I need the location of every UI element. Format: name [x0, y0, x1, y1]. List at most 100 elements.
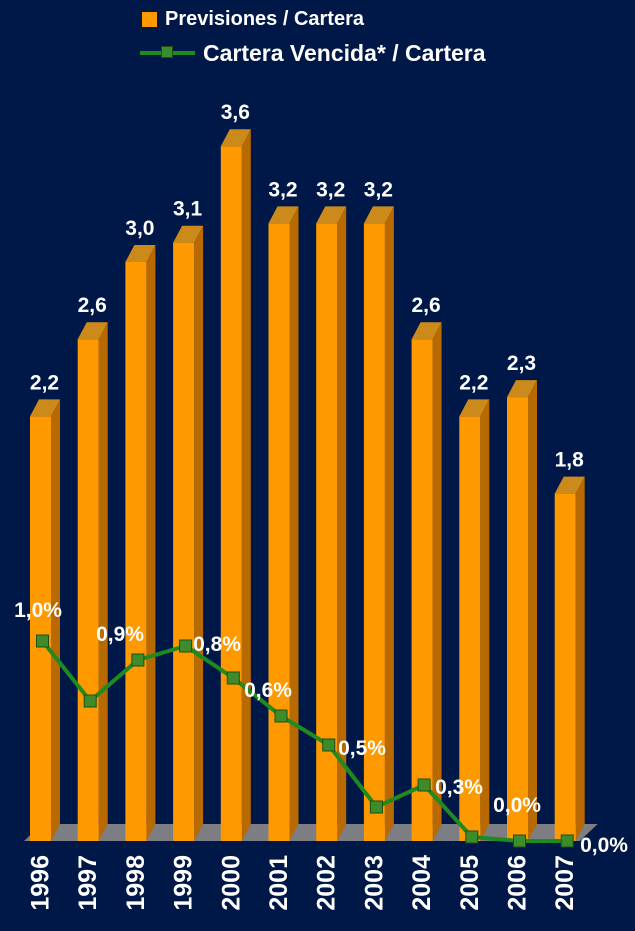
x-tick-label: 1999 — [170, 855, 198, 911]
bar — [316, 223, 338, 841]
line-point — [83, 694, 97, 708]
line-segment — [279, 714, 330, 747]
line-point — [179, 639, 193, 653]
legend-item-line: Cartera Vencida* / Cartera — [140, 38, 486, 68]
line-value-label: 0,0% — [493, 794, 541, 817]
bar-value-label: 2,2 — [459, 371, 488, 394]
bar-value-label: 2,2 — [30, 371, 59, 394]
bar-value-label: 3,0 — [125, 217, 154, 240]
bar — [30, 416, 51, 841]
bar-value-label: 3,2 — [268, 178, 297, 201]
line-segment — [375, 783, 425, 809]
legend-line-label: Cartera Vencida* / Cartera — [203, 39, 486, 66]
bar — [268, 223, 290, 841]
legend-line-swatch — [140, 45, 195, 61]
bar-top — [125, 245, 156, 262]
bar-top — [30, 399, 60, 417]
bar-value-label: 2,3 — [507, 352, 536, 375]
bar-value-label: 1,8 — [555, 449, 585, 472]
x-tick-label: 2001 — [265, 855, 293, 911]
bar-top — [268, 206, 299, 224]
legend-bar-label: Previsiones / Cartera — [165, 7, 364, 30]
line-segment — [327, 743, 378, 809]
line-point — [322, 738, 336, 752]
bar-side — [337, 206, 347, 841]
chart-floor — [24, 824, 598, 841]
bar-top — [316, 206, 347, 224]
bar — [411, 339, 433, 841]
bar-side — [51, 399, 60, 841]
bar-side — [480, 399, 490, 841]
x-tick-label: 1996 — [27, 855, 55, 911]
line-point — [131, 653, 145, 667]
line-value-label: 0,9% — [96, 623, 144, 646]
bar-top — [220, 129, 251, 147]
x-tick-label: 1998 — [122, 855, 150, 911]
bar-side — [528, 380, 537, 841]
line-segment — [471, 835, 520, 843]
legend-line-marker — [161, 46, 173, 58]
bar — [220, 146, 242, 841]
line-value-label: 0,6% — [244, 679, 292, 702]
bar — [363, 223, 385, 841]
bar — [507, 397, 528, 841]
bar-side — [432, 322, 442, 841]
bar-value-label: 3,2 — [316, 178, 345, 201]
x-tick-label: 1997 — [74, 855, 102, 911]
bar-side — [575, 476, 585, 841]
bar-value-label: 3,6 — [221, 101, 250, 124]
line-segment — [88, 658, 140, 703]
legend-item-bars: Previsiones / Cartera — [140, 4, 486, 34]
bar-top — [77, 322, 108, 340]
bar-top — [363, 206, 394, 224]
bar-side — [289, 206, 299, 841]
bar-value-label: 3,1 — [173, 198, 203, 221]
bar — [173, 242, 195, 841]
bar — [125, 262, 147, 841]
bar-side — [384, 206, 394, 841]
line-value-label: 0,3% — [435, 776, 483, 799]
x-tick-label: 2003 — [360, 855, 388, 911]
line-point — [226, 671, 240, 685]
bar-side — [146, 245, 156, 841]
x-tick-label: 2004 — [408, 855, 436, 911]
bar-top — [173, 225, 204, 243]
line-point — [274, 709, 288, 723]
legend: Previsiones / Cartera Cartera Vencida* /… — [140, 4, 486, 68]
bar-value-label: 2,6 — [411, 294, 440, 317]
bar-side — [194, 225, 204, 841]
line-value-label: 0,0% — [580, 834, 628, 857]
x-tick-label: 2007 — [551, 855, 579, 911]
bar-value-label: 3,2 — [364, 178, 393, 201]
bar — [77, 339, 99, 841]
line-point — [417, 778, 431, 792]
line-point — [560, 834, 574, 848]
bar-side — [241, 129, 251, 841]
line-value-label: 0,5% — [338, 737, 386, 760]
line-value-label: 1,0% — [14, 599, 62, 622]
legend-bar-swatch — [142, 11, 157, 27]
bar-top — [554, 476, 585, 494]
line-value-label: 0,8% — [193, 633, 241, 656]
bar-top — [459, 399, 490, 417]
bar-top — [507, 380, 537, 398]
x-tick-label: 2000 — [217, 855, 245, 911]
line-point — [36, 634, 49, 648]
line-point — [465, 830, 479, 844]
line-segment — [40, 639, 92, 703]
line-point — [513, 834, 526, 848]
line-segment — [137, 644, 187, 662]
line-segment — [184, 644, 235, 680]
bar — [459, 416, 481, 841]
bar-value-label: 2,6 — [78, 294, 107, 317]
line-segment — [232, 676, 283, 718]
line-segment — [422, 783, 474, 839]
x-tick-label: 2006 — [504, 855, 532, 911]
bar — [554, 493, 576, 841]
bar-side — [98, 322, 108, 841]
bar-top — [411, 322, 442, 340]
line-point — [369, 800, 383, 814]
x-tick-label: 2002 — [313, 855, 341, 911]
